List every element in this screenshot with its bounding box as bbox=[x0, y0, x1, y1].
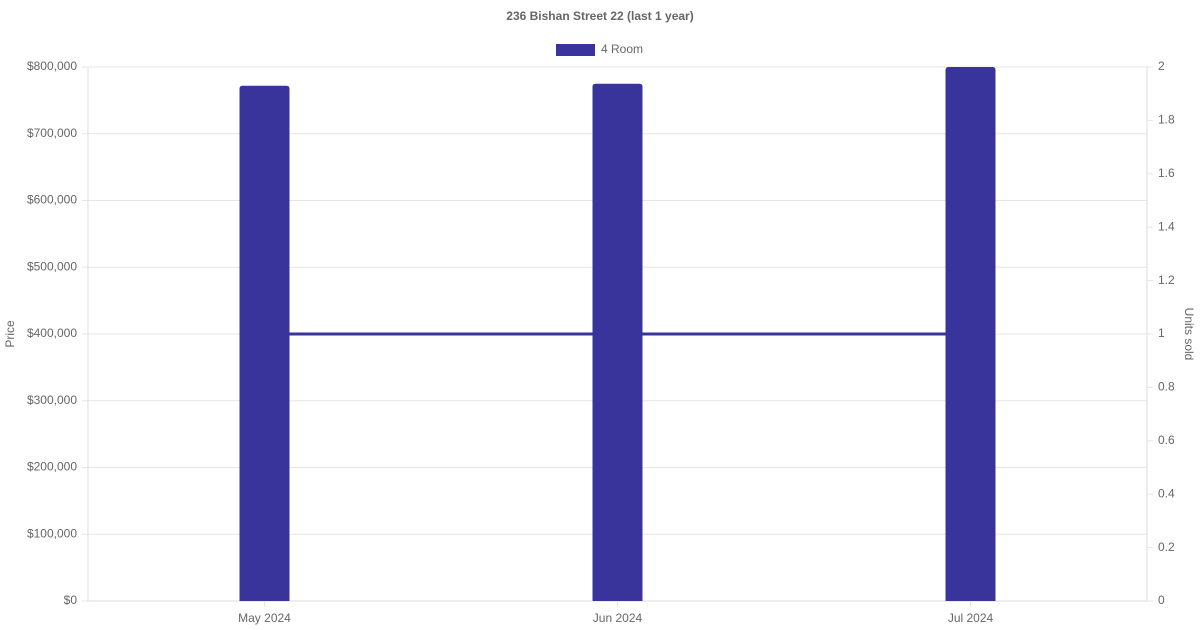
bar bbox=[945, 67, 996, 601]
x-tick-label: May 2024 bbox=[238, 611, 291, 625]
chart-title: 236 Bishan Street 22 (last 1 year) bbox=[506, 9, 693, 23]
y-tick-label: $700,000 bbox=[27, 126, 77, 140]
y-tick-label: $500,000 bbox=[27, 259, 77, 273]
y2-tick-label: 1.8 bbox=[1158, 113, 1175, 127]
y2-tick-label: 0.8 bbox=[1158, 380, 1175, 394]
y2-tick-label: 0.6 bbox=[1158, 433, 1175, 447]
y-tick-label: $0 bbox=[64, 593, 78, 607]
legend-swatch bbox=[556, 44, 595, 56]
y2-tick-label: 0 bbox=[1158, 593, 1165, 607]
y-tick-label: $600,000 bbox=[27, 193, 77, 207]
y-tick-label: $100,000 bbox=[27, 526, 77, 540]
y2-tick-label: 1.4 bbox=[1158, 219, 1175, 233]
bar bbox=[239, 85, 290, 601]
y2-axis-title: Units sold bbox=[1182, 308, 1196, 361]
bar bbox=[592, 83, 643, 601]
y2-tick-label: 1.6 bbox=[1158, 166, 1175, 180]
y-tick-label: $800,000 bbox=[27, 59, 77, 73]
legend-label: 4 Room bbox=[601, 42, 643, 56]
y2-tick-label: 1.2 bbox=[1158, 273, 1175, 287]
y2-tick-label: 2 bbox=[1158, 59, 1165, 73]
y-axis-title: Price bbox=[3, 320, 17, 348]
y-tick-label: $400,000 bbox=[27, 326, 77, 340]
x-tick-label: Jul 2024 bbox=[948, 611, 994, 625]
y2-tick-label: 0.4 bbox=[1158, 486, 1175, 500]
y2-tick-label: 1 bbox=[1158, 326, 1165, 340]
y-tick-label: $200,000 bbox=[27, 460, 77, 474]
x-tick-label: Jun 2024 bbox=[593, 611, 643, 625]
y-tick-label: $300,000 bbox=[27, 393, 77, 407]
y2-tick-label: 0.2 bbox=[1158, 540, 1175, 554]
